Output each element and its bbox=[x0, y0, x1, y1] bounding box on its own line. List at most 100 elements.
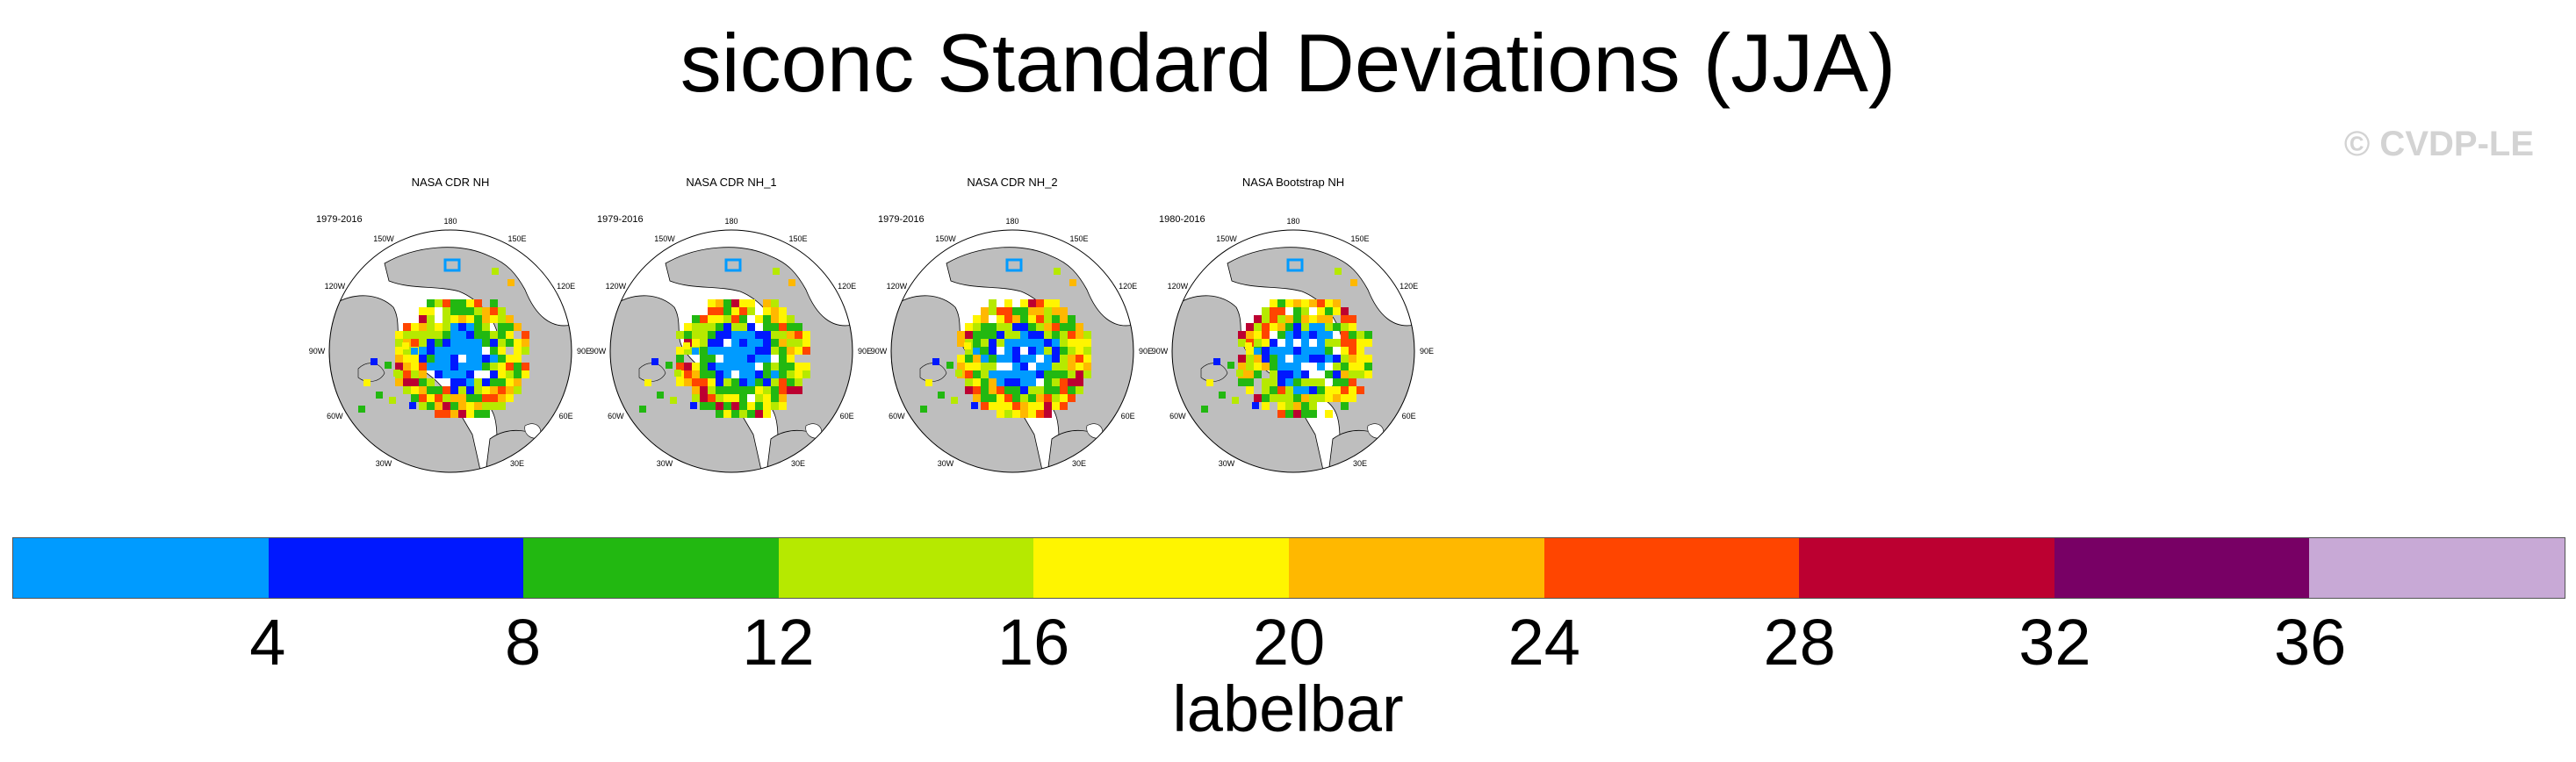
ice-cell bbox=[490, 370, 498, 378]
ice-cell bbox=[716, 331, 723, 339]
labelbar-title: labelbar bbox=[1172, 672, 1404, 745]
ice-cell bbox=[1349, 347, 1356, 355]
ice-cell bbox=[514, 363, 522, 370]
ice-cell bbox=[450, 386, 458, 394]
ice-cell bbox=[1301, 410, 1309, 418]
ice-cell bbox=[1277, 402, 1285, 410]
ice-cell bbox=[731, 307, 739, 315]
ice-cell bbox=[763, 339, 771, 347]
ice-cell bbox=[1341, 307, 1349, 315]
ice-cell bbox=[1060, 307, 1068, 315]
ice-cell bbox=[435, 355, 443, 363]
ice-cell bbox=[443, 363, 450, 370]
ice-cell bbox=[700, 331, 708, 339]
longitude-label: 150W bbox=[935, 234, 956, 243]
labelbar-swatch bbox=[523, 538, 779, 598]
ice-cell bbox=[458, 331, 466, 339]
ice-cell bbox=[787, 331, 795, 339]
longitude-label: 150E bbox=[1069, 234, 1088, 243]
ice-cell bbox=[708, 307, 716, 315]
ice-cell bbox=[1317, 299, 1325, 307]
labelbar-swatch bbox=[268, 538, 524, 598]
ice-cell bbox=[427, 378, 435, 386]
ice-cell bbox=[1028, 323, 1036, 331]
ice-cell bbox=[1301, 355, 1309, 363]
ice-cell bbox=[1036, 307, 1044, 315]
ice-cell bbox=[763, 315, 771, 323]
ice-cell bbox=[1317, 307, 1325, 315]
ice-cell bbox=[1028, 386, 1036, 394]
ice-cell bbox=[1083, 355, 1091, 363]
ice-cell bbox=[490, 394, 498, 402]
ice-cell bbox=[676, 355, 684, 363]
ice-cell bbox=[1349, 363, 1356, 370]
ice-cell bbox=[787, 386, 795, 394]
ice-cell bbox=[1068, 347, 1076, 355]
labelbar-swatch bbox=[1543, 538, 1800, 598]
ice-cell bbox=[964, 342, 971, 349]
ice-cell bbox=[1254, 394, 1262, 402]
region-marker bbox=[443, 258, 461, 272]
ice-cell bbox=[802, 339, 810, 347]
ice-cell bbox=[755, 355, 763, 363]
ice-cell bbox=[490, 299, 498, 307]
ice-cell bbox=[1028, 370, 1036, 378]
ice-cell bbox=[498, 323, 506, 331]
ice-cell bbox=[1213, 358, 1220, 365]
ice-cell bbox=[1341, 363, 1349, 370]
ice-cell bbox=[981, 355, 989, 363]
ice-cell bbox=[1052, 323, 1060, 331]
ice-cell bbox=[1004, 410, 1012, 418]
ice-cell bbox=[1309, 394, 1317, 402]
ice-cell bbox=[450, 402, 458, 410]
ice-cell bbox=[973, 331, 981, 339]
longitude-label: 120W bbox=[325, 282, 346, 291]
ice-cell bbox=[427, 355, 435, 363]
ice-cell bbox=[482, 331, 490, 339]
ice-cell bbox=[466, 394, 474, 402]
ice-cell bbox=[474, 331, 482, 339]
ice-cell bbox=[763, 363, 771, 370]
ice-cell bbox=[973, 394, 981, 402]
ice-cell bbox=[1238, 339, 1246, 347]
ice-cell bbox=[1270, 315, 1277, 323]
ice-cell bbox=[1301, 315, 1309, 323]
ice-cell bbox=[466, 307, 474, 315]
ice-cell bbox=[787, 355, 795, 363]
ice-cell bbox=[676, 347, 684, 355]
map-boundary bbox=[328, 229, 572, 473]
ice-cell bbox=[411, 348, 418, 355]
ice-cell bbox=[395, 347, 403, 355]
ice-cell bbox=[747, 331, 755, 339]
ice-cell bbox=[1350, 279, 1357, 286]
ice-cell bbox=[1309, 323, 1317, 331]
longitude-label: 60E bbox=[1402, 412, 1416, 421]
ice-cell bbox=[1262, 331, 1270, 339]
ice-cell bbox=[755, 331, 763, 339]
ice-cell bbox=[723, 394, 731, 402]
map-panel-3: 180150E120E90E60E30E030W60W90W120W150W N… bbox=[1148, 176, 1438, 474]
ice-cell bbox=[692, 323, 700, 331]
ice-cell bbox=[450, 370, 458, 378]
ice-cell bbox=[427, 315, 435, 323]
ice-cell bbox=[506, 363, 514, 370]
longitude-label: 150E bbox=[788, 234, 807, 243]
ice-cell bbox=[708, 378, 716, 386]
ice-cell bbox=[1044, 299, 1052, 307]
ice-cell bbox=[1004, 386, 1012, 394]
ice-cell bbox=[1270, 378, 1277, 386]
ice-cell bbox=[490, 355, 498, 363]
ice-cell bbox=[1277, 299, 1285, 307]
ice-cell bbox=[1076, 347, 1083, 355]
longitude-label: 120W bbox=[606, 282, 627, 291]
ice-cell bbox=[1349, 323, 1356, 331]
ice-cell bbox=[498, 363, 506, 370]
ice-cell bbox=[411, 378, 419, 386]
ice-cell bbox=[1341, 355, 1349, 363]
ice-cell bbox=[997, 378, 1004, 386]
ice-cell bbox=[1060, 355, 1068, 363]
ice-cell bbox=[997, 339, 1004, 347]
ice-cell bbox=[1293, 315, 1301, 323]
ice-cell bbox=[1301, 370, 1309, 378]
ice-cell bbox=[771, 315, 779, 323]
